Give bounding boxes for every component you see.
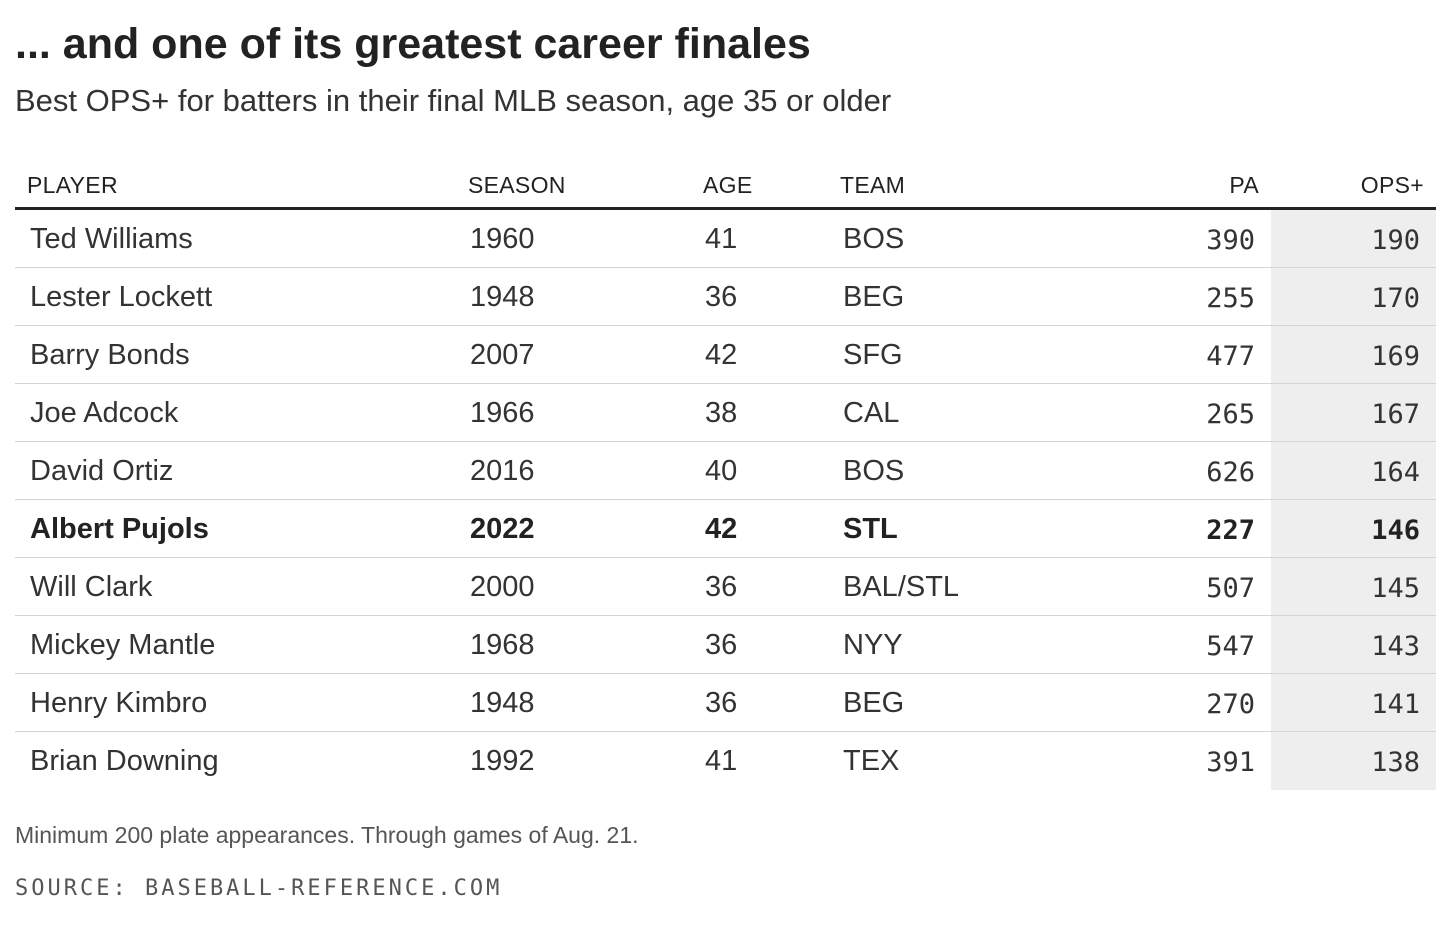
cell-player: Will Clark: [30, 571, 153, 603]
cell-team: TEX: [843, 745, 900, 777]
cell-pa: 477: [1206, 341, 1255, 372]
cell-team: CAL: [843, 397, 900, 429]
cell-season: 2016: [470, 455, 535, 487]
cell-age: 36: [705, 571, 738, 603]
cell-age: 41: [705, 223, 738, 255]
cell-player: Barry Bonds: [30, 339, 190, 371]
cell-ops: 145: [1371, 573, 1420, 604]
header-player: PLAYER: [27, 172, 118, 198]
table-row: Albert Pujols 2022 42 STL 227 146: [15, 500, 1436, 558]
footnote: Minimum 200 plate appearances. Through g…: [15, 822, 639, 848]
cell-player: David Ortiz: [30, 455, 174, 487]
table-row: Henry Kimbro 1948 36 BEG 270 141: [15, 674, 1436, 732]
cell-pa: 255: [1206, 283, 1255, 314]
cell-team: BOS: [843, 455, 905, 487]
ops-column-highlight: [1271, 210, 1436, 790]
cell-ops: 146: [1371, 515, 1420, 546]
table-row: Will Clark 2000 36 BAL/STL 507 145: [15, 558, 1436, 616]
cell-ops: 190: [1371, 225, 1420, 256]
cell-player: Lester Lockett: [30, 281, 213, 313]
header-pa: PA: [1229, 172, 1259, 198]
cell-ops: 143: [1371, 631, 1420, 662]
cell-ops: 164: [1371, 457, 1420, 488]
cell-player: Ted Williams: [30, 223, 193, 255]
cell-age: 40: [705, 455, 738, 487]
cell-age: 38: [705, 397, 738, 429]
cell-pa: 270: [1206, 689, 1255, 720]
header-ops: OPS+: [1360, 172, 1424, 198]
table-row: Ted Williams 1960 41 BOS 390 190: [15, 210, 1436, 268]
cell-season: 1966: [470, 397, 535, 429]
cell-team: NYY: [843, 629, 903, 661]
cell-season: 1992: [470, 745, 535, 777]
table-row: Mickey Mantle 1968 36 NYY 547 143: [15, 616, 1436, 674]
table-row: Brian Downing 1992 41 TEX 391 138: [15, 732, 1436, 789]
cell-pa: 626: [1206, 457, 1255, 488]
table-body: Ted Williams 1960 41 BOS 390 190 Lester Locket…: [15, 210, 1436, 789]
cell-age: 36: [705, 281, 738, 313]
chart-title: ... and one of its greatest career final…: [15, 20, 811, 68]
cell-age: 36: [705, 687, 738, 719]
header-age: AGE: [703, 172, 753, 198]
cell-season: 1948: [470, 687, 535, 719]
cell-season: 1968: [470, 629, 535, 661]
cell-age: 36: [705, 629, 738, 661]
source-line: SOURCE: BASEBALL-REFERENCE.COM: [15, 876, 503, 901]
cell-pa: 547: [1206, 631, 1255, 662]
cell-season: 1948: [470, 281, 535, 313]
cell-pa: 507: [1206, 573, 1255, 604]
cell-age: 42: [705, 339, 738, 371]
cell-team: BEG: [843, 281, 905, 313]
cell-player: Henry Kimbro: [30, 687, 208, 719]
cell-pa: 390: [1206, 225, 1255, 256]
table-row: David Ortiz 2016 40 BOS 626 164: [15, 442, 1436, 500]
cell-ops: 169: [1371, 341, 1420, 372]
cell-pa: 391: [1206, 747, 1255, 778]
header-season: SEASON: [468, 172, 566, 198]
cell-ops: 170: [1371, 283, 1420, 314]
table-row: Lester Lockett 1948 36 BEG 255 170: [15, 268, 1436, 326]
cell-player: Albert Pujols: [30, 513, 209, 545]
cell-team: BEG: [843, 687, 905, 719]
chart-subtitle: Best OPS+ for batters in their final MLB…: [15, 83, 892, 118]
cell-player: Mickey Mantle: [30, 629, 216, 661]
cell-ops: 138: [1371, 747, 1420, 778]
table-row: Joe Adcock 1966 38 CAL 265 167: [15, 384, 1436, 442]
cell-ops: 167: [1371, 399, 1420, 430]
header-team: TEAM: [840, 172, 906, 198]
cell-age: 41: [705, 745, 738, 777]
cell-season: 2022: [470, 513, 535, 545]
table-row: Barry Bonds 2007 42 SFG 477 169: [15, 326, 1436, 384]
cell-season: 2007: [470, 339, 535, 371]
ops-table: PLAYER SEASON AGE TEAM PA OPS+ Ted Willi…: [15, 166, 1436, 790]
cell-season: 2000: [470, 571, 535, 603]
cell-age: 42: [705, 513, 738, 545]
cell-season: 1960: [470, 223, 535, 255]
cell-player: Joe Adcock: [30, 397, 179, 429]
cell-ops: 141: [1371, 689, 1420, 720]
cell-player: Brian Downing: [30, 745, 219, 777]
cell-team: STL: [843, 513, 898, 545]
cell-team: BOS: [843, 223, 905, 255]
cell-pa: 227: [1206, 515, 1255, 546]
cell-team: SFG: [843, 339, 903, 371]
cell-team: BAL/STL: [843, 571, 960, 603]
cell-pa: 265: [1206, 399, 1255, 430]
table-header: PLAYER SEASON AGE TEAM PA OPS+: [15, 166, 1436, 210]
